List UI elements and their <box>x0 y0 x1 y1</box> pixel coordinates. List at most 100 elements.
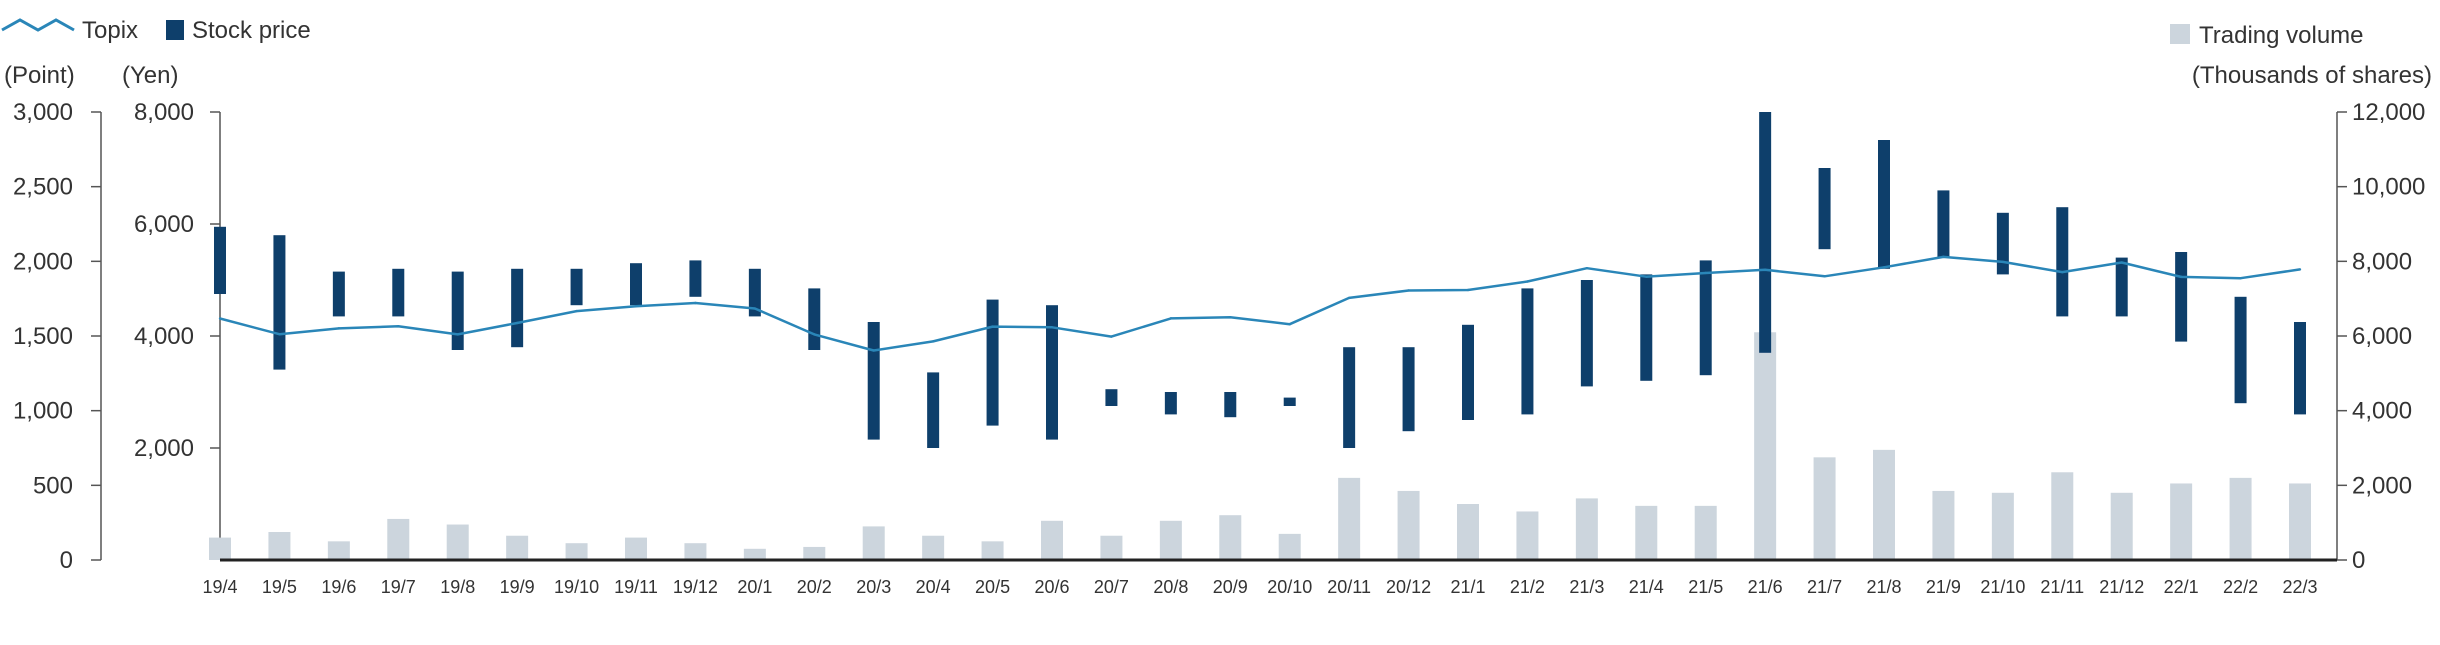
x-tick-label: 20/2 <box>797 577 832 597</box>
stock-price-bar <box>1224 392 1237 418</box>
topix-point <box>2120 261 2123 264</box>
x-tick-label: 21/9 <box>1926 577 1961 597</box>
price-tick-label: 8,000 <box>134 99 194 126</box>
stock-price-bar <box>1462 324 1474 420</box>
stock-price-bar <box>214 226 226 294</box>
volume-bar <box>1338 477 1361 560</box>
x-axis-labels: 19/4 19/5 19/6 19/7 19/8 19/9 19/10 19/11 19/12 2… <box>202 577 2317 597</box>
volume-bar <box>1873 449 1895 560</box>
topix-point <box>278 333 281 336</box>
topix-point <box>1645 275 1648 278</box>
price-tick-label: 4,000 <box>134 323 194 350</box>
volume-bar <box>684 543 707 560</box>
x-tick-label: 21/6 <box>1748 577 1783 597</box>
volume-bar <box>387 518 410 560</box>
stock-price-bar <box>1996 212 2009 275</box>
stock-price-bar <box>1699 260 1712 376</box>
stock-price-bar <box>927 372 940 448</box>
x-tick-label: 21/10 <box>1980 577 2025 597</box>
topix-point <box>872 349 875 352</box>
x-tick-label: 19/6 <box>321 577 356 597</box>
volume-bar <box>743 548 766 560</box>
volume-bar <box>862 526 885 560</box>
stock-price-bar <box>1521 288 1534 415</box>
topix-point <box>575 309 578 313</box>
volume-bar <box>268 532 291 560</box>
x-tick-label: 19/4 <box>202 577 237 597</box>
x-tick-label: 21/7 <box>1807 577 1842 597</box>
topix-point <box>1882 266 1886 269</box>
topix-point <box>337 327 341 330</box>
topix-point <box>1942 255 1945 259</box>
x-tick-label: 20/10 <box>1267 577 1312 597</box>
x-tick-label: 20/4 <box>916 577 951 597</box>
price-tick-label: 6,000 <box>134 211 194 238</box>
topix-point <box>1407 289 1410 292</box>
topix-point <box>397 325 400 328</box>
topix-tick-label: 3,000 <box>13 99 73 126</box>
topix-point <box>1288 323 1291 326</box>
volume-bars <box>209 332 2311 560</box>
x-tick-label: 19/10 <box>554 577 599 597</box>
topix-point <box>2298 268 2302 271</box>
x-tick-label: 19/5 <box>262 577 297 597</box>
topix-point <box>2179 275 2183 279</box>
volume-bar <box>1278 533 1301 560</box>
stock-price-bar <box>1937 190 1950 258</box>
x-tick-label: 19/11 <box>614 577 658 597</box>
topix-point <box>2001 260 2005 264</box>
topix-line <box>218 255 2302 352</box>
x-tick-label: 19/9 <box>500 577 535 597</box>
stock-price-bar <box>1580 280 1593 387</box>
x-tick-label: 20/5 <box>975 577 1010 597</box>
stock-price-bar <box>2115 257 2128 317</box>
stock-price-bars <box>214 112 2306 448</box>
stock-price-bar <box>2175 252 2188 342</box>
x-tick-label: 21/3 <box>1569 577 1604 597</box>
volume-bar <box>625 537 647 560</box>
topix-tick-label: 2,000 <box>13 248 73 275</box>
stock-price-bar <box>986 299 999 426</box>
stock-price-bar <box>867 322 880 440</box>
volume-bar <box>209 537 231 560</box>
stock-price-bar <box>1164 392 1177 415</box>
stock-price-bar <box>332 271 345 317</box>
x-tick-label: 20/3 <box>856 577 891 597</box>
legend-trading-volume-swatch <box>2170 24 2190 44</box>
stock-price-bar <box>2234 296 2247 404</box>
topix-axis-unit: (Point) <box>4 62 75 89</box>
x-tick-label: 20/1 <box>737 577 772 597</box>
topix-point <box>1347 296 1351 300</box>
volume-bar <box>2110 492 2133 560</box>
topix-point <box>1169 317 1173 320</box>
x-tick-label: 22/3 <box>2282 577 2317 597</box>
legend: Topix Stock price Trading volume <box>1 17 2364 49</box>
legend-stock-price-label: Stock price <box>192 17 311 44</box>
stock-price-bar <box>630 263 642 306</box>
x-tick-label: 20/11 <box>1327 577 1371 597</box>
stock-price-bar <box>273 235 286 370</box>
x-tick-label: 21/8 <box>1866 577 1901 597</box>
legend-stock-price-swatch <box>166 20 184 40</box>
topix-tick-label: 2,500 <box>13 174 73 201</box>
topix-point <box>1585 267 1589 270</box>
x-tick-label: 22/2 <box>2223 577 2258 597</box>
volume-bar <box>1159 520 1182 560</box>
volume-bar <box>1932 490 1955 560</box>
volume-bar <box>506 535 529 560</box>
volume-bar <box>565 543 588 560</box>
x-tick-label: 20/7 <box>1094 577 1129 597</box>
volume-tick-label: 10,000 <box>2352 174 2425 201</box>
topix-tick-label: 0 <box>60 547 73 574</box>
stock-price-bar <box>1878 140 1890 269</box>
stock-price-bar <box>1402 347 1415 432</box>
stock-price-bar <box>570 268 583 306</box>
volume-bar <box>1219 515 1242 560</box>
legend-topix-label: Topix <box>82 17 138 44</box>
x-tick-label: 21/1 <box>1450 577 1485 597</box>
topix-point <box>218 317 222 320</box>
volume-bar <box>1754 332 1777 560</box>
x-tick-label: 20/9 <box>1213 577 1248 597</box>
topix-point <box>456 333 459 336</box>
volume-bar <box>327 541 350 560</box>
